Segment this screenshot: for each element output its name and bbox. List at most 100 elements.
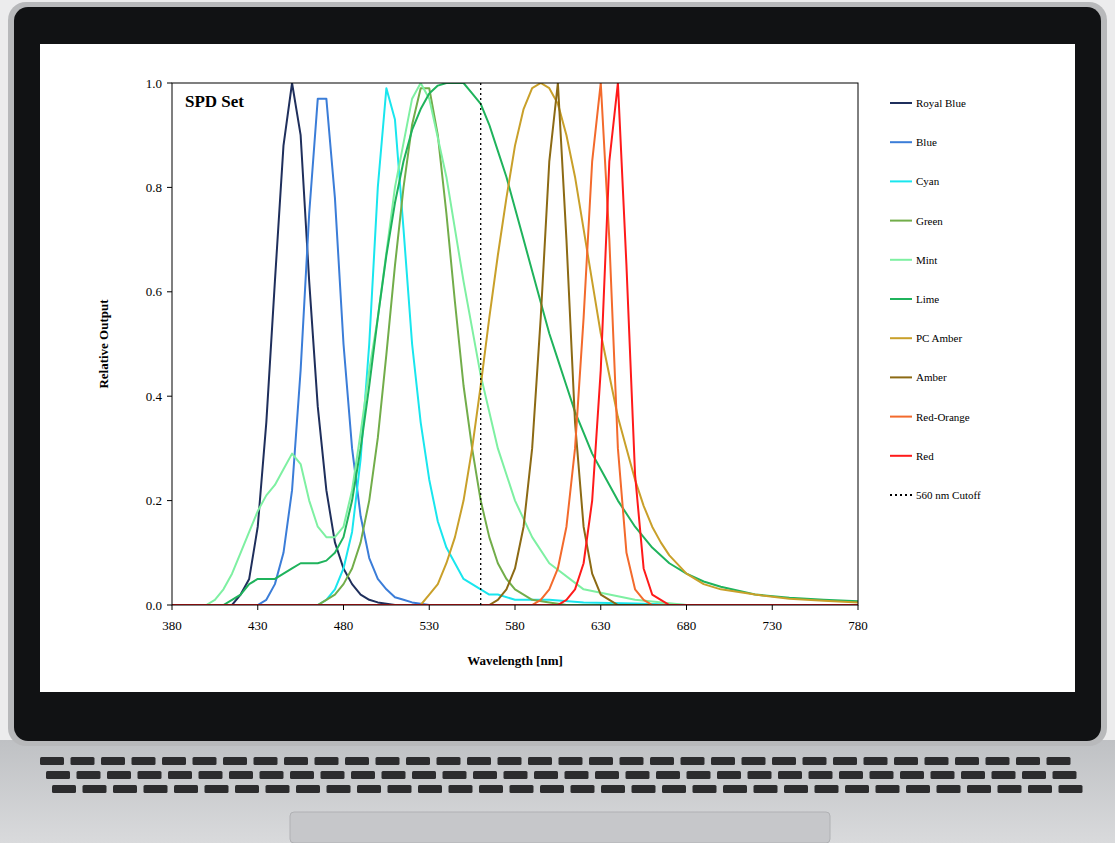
plot-frame [172,83,858,605]
key [650,757,674,765]
y-tick-label: 0.6 [146,284,163,299]
key [162,757,186,765]
key [656,771,680,779]
key [144,785,168,793]
series-line [172,83,858,605]
legend-swatch [890,180,912,182]
key [443,771,467,779]
legend: Royal BlueBlueCyanGreenMintLimePC AmberA… [890,97,981,501]
key [266,785,290,793]
x-tick-label: 480 [334,618,354,633]
y-tick [167,605,172,606]
key [632,785,656,793]
key [931,771,955,779]
key [833,757,857,765]
legend-swatch [890,494,912,496]
key [815,785,839,793]
y-tick-label: 0.0 [146,598,162,613]
key [71,757,95,765]
series-line [172,83,858,605]
y-axis-title: Relative Output [96,299,111,389]
key [321,771,345,779]
key [711,757,735,765]
key [778,771,802,779]
key [40,757,64,765]
key [498,757,522,765]
key [107,771,131,779]
x-tick-label: 530 [420,618,440,633]
key [1047,757,1071,765]
key [101,757,125,765]
key [168,771,192,779]
key [52,785,76,793]
key [693,785,717,793]
legend-swatch [890,141,912,143]
key [809,771,833,779]
key [504,771,528,779]
y-tick [167,396,172,397]
legend-label: Cyan [916,175,940,187]
key [467,757,491,765]
key [925,757,949,765]
key [595,771,619,779]
plot-area [172,83,858,605]
keyboard-deck [0,740,1115,843]
x-tick [515,605,516,610]
key [1016,757,1040,765]
legend-swatch [890,376,912,378]
key [1022,771,1046,779]
key [388,785,412,793]
key [382,771,406,779]
x-tick-label: 730 [763,618,783,633]
key [449,785,473,793]
key [992,771,1016,779]
series-line [172,83,858,605]
y-tick-label: 0.4 [146,389,163,404]
key [290,771,314,779]
key [327,785,351,793]
x-tick [772,605,773,610]
key [839,771,863,779]
key [1028,785,1052,793]
key [717,771,741,779]
key [986,757,1010,765]
legend-label: Amber [916,371,947,383]
key [229,771,253,779]
axes: 3804304805305806306807307800.00.20.40.60… [146,76,868,634]
key [174,785,198,793]
key [412,771,436,779]
key [967,785,991,793]
key [376,757,400,765]
legend-label: Red-Orange [916,411,970,423]
key [571,785,595,793]
key [357,785,381,793]
series-line [172,83,858,605]
page: 3804304805305806306807307800.00.20.40.60… [0,0,1115,843]
key [510,785,534,793]
x-tick [858,605,859,610]
series-line [172,88,858,605]
key [559,757,583,765]
background [0,0,1115,843]
key [937,785,961,793]
x-tick [172,605,173,610]
x-tick-label: 430 [248,618,268,633]
key [235,785,259,793]
legend-swatch [890,337,912,339]
x-axis-title: Wavelength [nm] [467,653,563,668]
key [83,785,107,793]
key [473,771,497,779]
x-tick-label: 630 [591,618,611,633]
key [46,771,70,779]
x-tick [686,605,687,610]
x-tick-label: 680 [677,618,697,633]
key [315,757,339,765]
lid [8,2,1107,746]
key [193,757,217,765]
bezel [14,7,1101,741]
key [113,785,137,793]
screen [40,44,1075,692]
key [589,757,613,765]
chart-title: SPD Set [185,92,244,111]
legend-label: PC Amber [916,332,962,344]
